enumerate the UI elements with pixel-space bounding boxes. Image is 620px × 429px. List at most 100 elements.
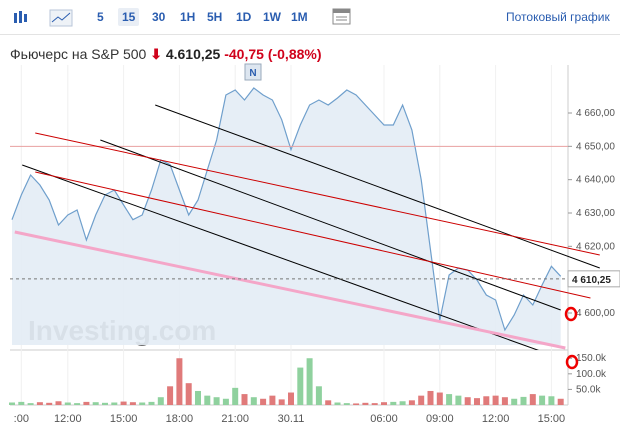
stream-link[interactable]: Потоковый график bbox=[506, 10, 610, 24]
volume-bar bbox=[501, 397, 508, 405]
trend-line bbox=[35, 171, 591, 299]
volume-bar bbox=[46, 402, 53, 405]
x-tick-label: 30.11 bbox=[278, 413, 305, 425]
price-area bbox=[12, 88, 561, 345]
volume-bar bbox=[55, 401, 62, 405]
change-percent: (-0,88%) bbox=[267, 46, 322, 62]
volume-tick-label: 150.0k bbox=[576, 353, 607, 364]
news-marker-box bbox=[244, 63, 262, 81]
interval-button[interactable]: 15 bbox=[118, 8, 140, 26]
volume-bar bbox=[148, 401, 155, 405]
volume-bar bbox=[539, 395, 546, 405]
volume-bar bbox=[408, 400, 415, 405]
table-icon[interactable] bbox=[332, 8, 352, 26]
x-tick-label: 09:00 bbox=[426, 413, 454, 425]
x-tick-label: 12:00 bbox=[482, 413, 510, 425]
volume-bar bbox=[120, 401, 127, 405]
trend-line bbox=[35, 132, 600, 256]
interval-button[interactable]: 1W bbox=[263, 10, 281, 24]
volume-bar bbox=[557, 398, 564, 405]
volume-bar bbox=[548, 396, 555, 405]
interval-button[interactable]: 5H bbox=[207, 10, 223, 24]
volume-bar bbox=[427, 390, 434, 405]
volume-bar bbox=[297, 367, 304, 405]
change: -40,75 bbox=[224, 46, 264, 62]
volume-bar bbox=[474, 398, 480, 405]
plot bbox=[10, 87, 600, 350]
volume-bar bbox=[288, 392, 294, 405]
volume-bar bbox=[74, 403, 81, 405]
y-tick-label: 4 660,00 bbox=[576, 108, 615, 119]
volume-bar bbox=[232, 387, 239, 405]
volume-bar bbox=[9, 402, 15, 405]
trend-line bbox=[100, 139, 561, 311]
trend-line bbox=[155, 104, 600, 269]
volume-bar bbox=[185, 383, 192, 405]
interval-button[interactable]: 1M bbox=[291, 10, 308, 24]
toolbar: 5 15 30 1H 5H 1D 1W 1M Потоковый график bbox=[0, 0, 620, 35]
volume-tick-label: 50.0k bbox=[576, 384, 601, 395]
interval-button[interactable]: 5 bbox=[97, 10, 104, 24]
volume-bar bbox=[529, 394, 536, 405]
volume-bar bbox=[306, 358, 313, 405]
y-tick-label: 4 600,00 bbox=[576, 308, 615, 319]
x-tick-label: 21:00 bbox=[221, 413, 249, 425]
volume-bar bbox=[167, 386, 174, 405]
interval-button[interactable]: 1D bbox=[236, 10, 252, 24]
volume-bar bbox=[27, 403, 34, 405]
down-arrow: ⬇ bbox=[150, 46, 162, 62]
volume-bar bbox=[511, 398, 518, 405]
volume-bar bbox=[269, 395, 276, 405]
interval-button[interactable]: 30 bbox=[152, 10, 166, 24]
price: 4.610,25 bbox=[165, 46, 221, 62]
x-tick-label: 15:00 bbox=[538, 413, 566, 425]
price-line bbox=[11, 87, 562, 332]
news-marker: N bbox=[249, 68, 256, 79]
y-tick-label: 4 630,00 bbox=[576, 208, 615, 219]
volume-bar bbox=[139, 402, 146, 405]
volume-bar bbox=[362, 402, 369, 405]
volume-bar bbox=[353, 403, 360, 405]
volume-bar bbox=[250, 397, 257, 405]
volume-bar bbox=[195, 390, 201, 405]
volume-bar bbox=[213, 397, 220, 405]
volume-bar bbox=[111, 402, 118, 405]
volume-bar bbox=[278, 399, 285, 405]
volume-bar bbox=[492, 395, 499, 405]
volume-bar bbox=[520, 396, 527, 405]
y-tick-label: 4 620,00 bbox=[576, 241, 615, 252]
volume-bar bbox=[464, 397, 471, 405]
last-price-box bbox=[567, 270, 620, 288]
volume-bar bbox=[446, 394, 453, 405]
volume-bar bbox=[36, 402, 43, 405]
x-tick-label: 15:00 bbox=[110, 413, 138, 425]
interval-button[interactable]: 1H bbox=[180, 10, 196, 24]
volume-bar bbox=[418, 395, 425, 405]
volume-bar bbox=[157, 397, 164, 405]
volume-bar bbox=[334, 402, 341, 405]
volume-bar bbox=[129, 402, 136, 405]
volume-bar bbox=[176, 358, 183, 405]
volume-bar bbox=[343, 403, 350, 405]
volume-bar bbox=[325, 400, 332, 405]
volume-bar bbox=[381, 402, 387, 405]
highlight-circle bbox=[565, 354, 579, 370]
volume-bar bbox=[260, 398, 267, 405]
chart-type-icons[interactable] bbox=[12, 9, 82, 27]
x-tick-label: :00 bbox=[14, 413, 29, 425]
volume-bar bbox=[18, 401, 25, 405]
volume-bar bbox=[92, 402, 99, 405]
volume-bar bbox=[399, 401, 406, 405]
header: Фьючерс на S&P 500 ⬇ 4.610,25 -40,75 (-0… bbox=[10, 46, 322, 63]
x-tick-label: 12:00 bbox=[54, 413, 82, 425]
volume-bar bbox=[436, 392, 443, 405]
volume-bar bbox=[204, 395, 211, 405]
last-price-label: 4 610,25 bbox=[572, 275, 611, 286]
volume-bar bbox=[64, 402, 71, 405]
highlight-circle bbox=[564, 306, 578, 322]
y-tick-label: 4 640,00 bbox=[576, 175, 615, 186]
instrument-name: Фьючерс на S&P 500 bbox=[10, 46, 147, 62]
volume-bar bbox=[241, 394, 248, 405]
